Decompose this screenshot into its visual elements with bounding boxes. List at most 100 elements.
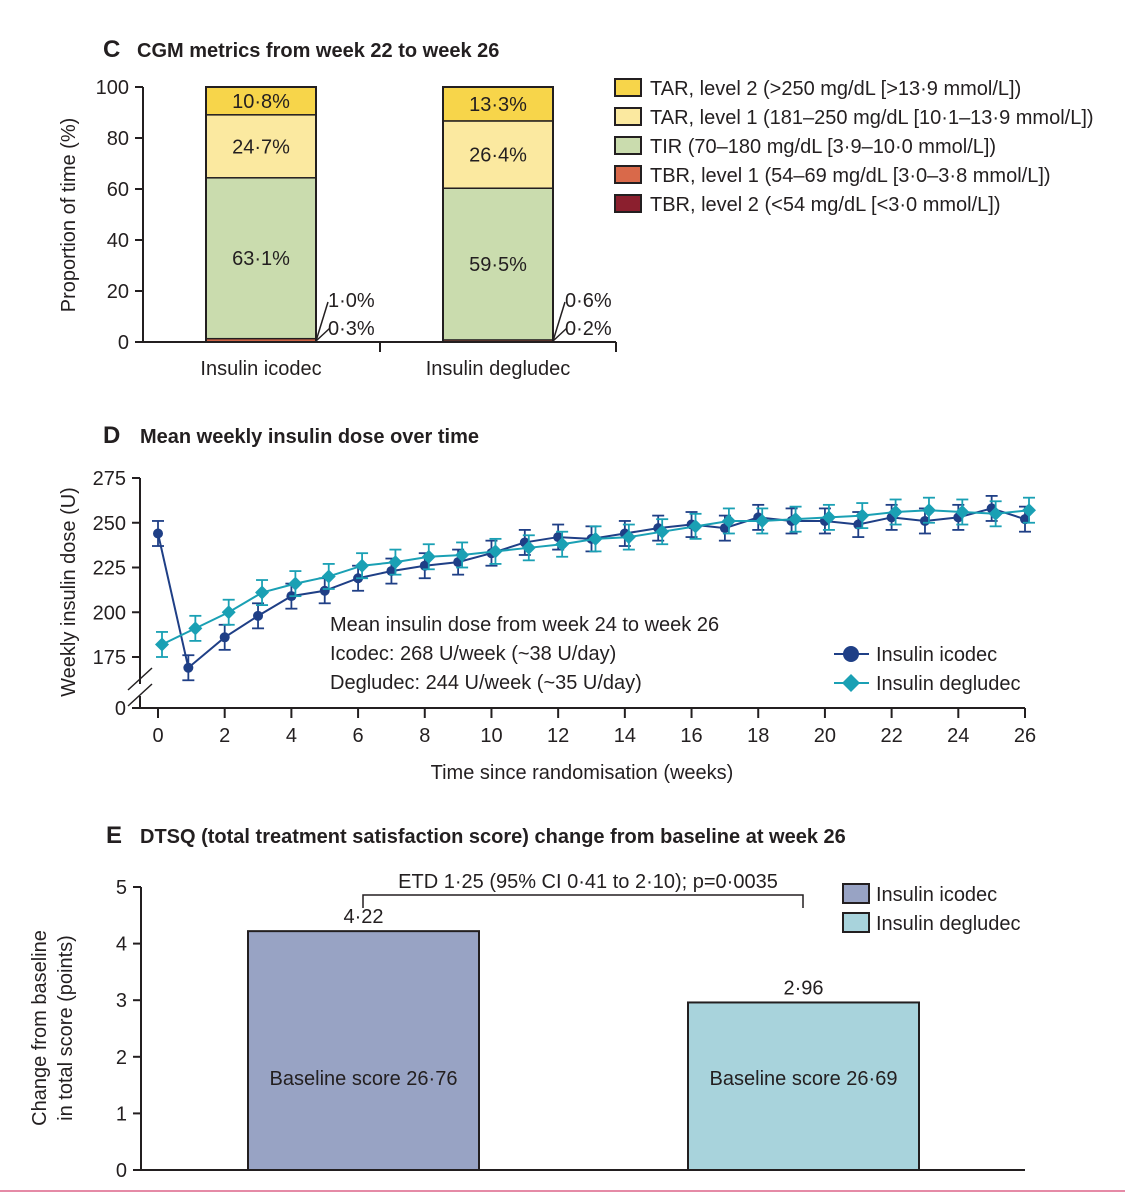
- panel-c-ylabel: Proportion of time (%): [58, 118, 80, 313]
- legend-label: Insulin icodec: [876, 644, 997, 666]
- panel-e-ylabel-2: in total score (points): [55, 935, 77, 1121]
- x-category-label: Insulin degludec: [426, 358, 571, 380]
- data-point: [921, 503, 936, 518]
- panel-e-chart: 0 1 2 3 4 5 4·22 Baseline score 26·76 2·96 Baseli…: [116, 877, 1025, 1182]
- axis-break-mark: [127, 683, 153, 707]
- data-point: [288, 576, 303, 591]
- data-point: [1022, 503, 1036, 518]
- x-tick-label: 24: [947, 725, 969, 747]
- y-tick-label: 175: [93, 647, 126, 669]
- data-point: [488, 544, 503, 559]
- x-tick-label: 14: [614, 725, 636, 747]
- panel-c-letter: C: [103, 36, 120, 63]
- legend-label: TAR, level 1 (181–250 mg/dL [10·1–13·9 m…: [650, 107, 1094, 129]
- y-tick-label: 100: [96, 77, 129, 99]
- segment-value-label: 10·8%: [232, 91, 290, 113]
- data-point: [221, 605, 236, 620]
- leader-line: [552, 327, 568, 342]
- y-tick-label: 0: [116, 1160, 127, 1182]
- panel-c-chart: 0 20 40 60 80 100 Insulin icodec 63·1% 24·7% 10·8…: [96, 77, 1094, 380]
- significance-bracket: [362, 894, 804, 908]
- panel-d-annotation-2: Icodec: 268 U/week (~38 U/day): [330, 643, 616, 665]
- segment-value-label: 0·3%: [328, 318, 375, 340]
- panel-e-title: DTSQ (total treatment satisfaction score…: [140, 826, 846, 848]
- stacked-bar-segment: [205, 86, 317, 116]
- legend-swatch: [614, 136, 642, 155]
- data-point: [386, 566, 397, 577]
- data-point: [621, 530, 636, 545]
- segment-value-label: 24·7%: [232, 136, 290, 158]
- data-point: [521, 540, 536, 555]
- x-tick-label: 10: [480, 725, 502, 747]
- leader-line: [315, 301, 329, 342]
- panel-d-ylabel: Weekly insulin dose (U): [58, 487, 80, 697]
- panel-e-letter: E: [106, 822, 122, 849]
- data-point: [755, 513, 770, 528]
- y-tick-label: 2: [116, 1047, 127, 1069]
- legend-swatch: [614, 194, 642, 213]
- legend-swatch: [842, 912, 870, 933]
- panel-d-annotation-3: Degludec: 244 U/week (~35 U/day): [330, 672, 642, 694]
- x-tick-label: 18: [747, 725, 769, 747]
- data-point: [219, 632, 230, 643]
- x-tick-label: 8: [419, 725, 430, 747]
- bar-outline: [442, 86, 554, 343]
- y-tick-label: 225: [93, 558, 126, 580]
- y-tick-label: 4: [116, 934, 127, 956]
- y-tick-label: 60: [107, 179, 129, 201]
- y-tick-label: 275: [93, 468, 126, 490]
- y-tick-label: 3: [116, 990, 127, 1012]
- legend-marker: [842, 674, 860, 692]
- data-point: [855, 508, 870, 523]
- data-point: [355, 558, 370, 573]
- legend-swatch: [614, 107, 642, 126]
- data-point: [455, 547, 470, 562]
- panel-d-letter: D: [103, 422, 120, 449]
- data-point: [955, 505, 970, 520]
- data-point: [183, 662, 194, 673]
- segment-value-label: 1·0%: [328, 290, 375, 312]
- segment-value-label: 59·5%: [469, 254, 527, 276]
- data-point: [721, 513, 736, 528]
- bar: [687, 1001, 920, 1171]
- data-point: [788, 512, 803, 527]
- y-tick-label: 5: [116, 877, 127, 899]
- segment-value-label: 0·2%: [565, 318, 612, 340]
- baseline-score-label: Baseline score 26·69: [710, 1068, 898, 1090]
- y-tick-label: 20: [107, 281, 129, 303]
- data-point: [421, 549, 436, 564]
- data-point: [988, 506, 1003, 521]
- y-tick-label: 250: [93, 513, 126, 535]
- leader-line: [552, 301, 566, 342]
- x-tick-label: 4: [286, 725, 297, 747]
- legend-swatch: [842, 883, 870, 904]
- bar-outline: [205, 86, 317, 343]
- data-point: [555, 537, 570, 552]
- x-tick-label: 12: [547, 725, 569, 747]
- data-point: [321, 569, 336, 584]
- bar-value-label: 4·22: [343, 906, 383, 928]
- x-tick-label: 22: [880, 725, 902, 747]
- data-point: [188, 621, 203, 636]
- segment-value-label: 0·6%: [565, 290, 612, 312]
- data-point: [688, 519, 703, 534]
- data-point: [655, 524, 670, 539]
- legend-label: Insulin degludec: [876, 913, 1021, 935]
- data-point: [821, 510, 836, 525]
- data-point: [155, 637, 169, 652]
- x-tick-label: 16: [680, 725, 702, 747]
- data-point: [253, 610, 264, 621]
- baseline-score-label: Baseline score 26·76: [270, 1068, 458, 1090]
- panel-d-xlabel: Time since randomisation (weeks): [431, 762, 734, 784]
- x-tick-label: 20: [814, 725, 836, 747]
- x-tick-label: 0: [152, 725, 163, 747]
- legend-swatch: [614, 165, 642, 184]
- x-tick-label: 6: [353, 725, 364, 747]
- panel-e-etd-annotation: ETD 1·25 (95% CI 0·41 to 2·10); p=0·0035: [398, 871, 778, 893]
- y-tick-label: 1: [116, 1103, 127, 1125]
- panel-d-annotation-1: Mean insulin dose from week 24 to week 2…: [330, 614, 719, 636]
- legend-label: Insulin icodec: [876, 884, 997, 906]
- data-point: [419, 560, 430, 571]
